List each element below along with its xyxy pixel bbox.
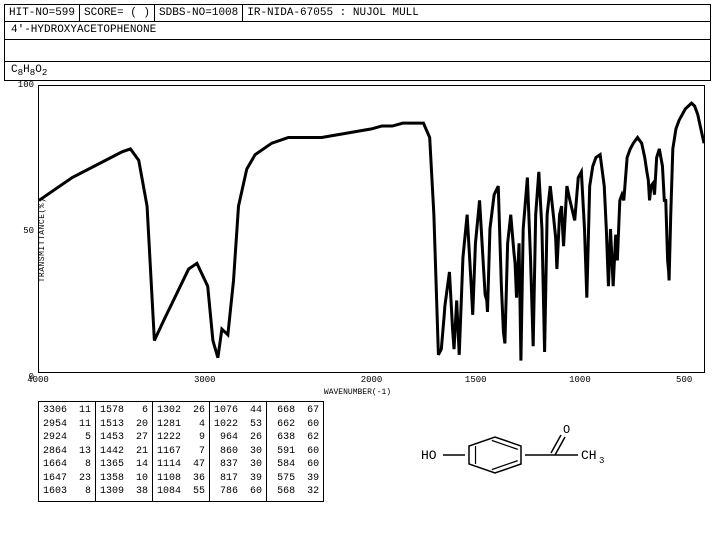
x-axis-label: WAVENUMBER(-1) bbox=[324, 388, 391, 397]
x-ticks: 40003000200015001000500 bbox=[38, 375, 705, 387]
peak-row: 786 60 bbox=[214, 485, 262, 499]
peak-row: 2954 11 bbox=[43, 418, 91, 432]
spectrum-chart: TRANSMITTANCE(%) 050100 4000300020001500… bbox=[4, 85, 711, 395]
peak-row: 1309 38 bbox=[100, 485, 148, 499]
x-tick: 500 bbox=[676, 375, 692, 385]
peak-row: 1281 4 bbox=[157, 418, 205, 432]
peak-row: 1603 8 bbox=[43, 485, 91, 499]
y-tick: 100 bbox=[18, 80, 34, 90]
peak-row: 662 60 bbox=[271, 418, 319, 432]
peak-row: 860 30 bbox=[214, 445, 262, 459]
svg-text:HO: HO bbox=[421, 448, 437, 463]
peak-row: 2924 5 bbox=[43, 431, 91, 445]
compound-name: 4'-HYDROXYACETOPHENONE bbox=[4, 22, 711, 40]
ir-id: IR-NIDA-67055 : NUJOL MULL bbox=[243, 5, 710, 21]
peak-row: 964 26 bbox=[214, 431, 262, 445]
bottom-panel: 3306 112954 112924 52864 131664 81647 23… bbox=[4, 401, 711, 502]
svg-text:CH: CH bbox=[581, 448, 597, 463]
y-tick: 50 bbox=[23, 226, 34, 236]
x-tick: 2000 bbox=[361, 375, 383, 385]
peak-column: 1076 441022 53 964 26 860 30 837 30 817 … bbox=[210, 402, 267, 501]
peak-table: 3306 112954 112924 52864 131664 81647 23… bbox=[38, 401, 324, 502]
plot-area bbox=[38, 85, 705, 373]
peak-row: 1022 53 bbox=[214, 418, 262, 432]
peak-row: 1302 26 bbox=[157, 404, 205, 418]
peak-row: 1513 20 bbox=[100, 418, 148, 432]
peak-row: 1114 47 bbox=[157, 458, 205, 472]
peak-row: 1453 27 bbox=[100, 431, 148, 445]
peak-row: 1167 7 bbox=[157, 445, 205, 459]
peak-row: 1076 44 bbox=[214, 404, 262, 418]
hit-no: HIT-NO=599 bbox=[5, 5, 80, 21]
peak-row: 1358 10 bbox=[100, 472, 148, 486]
x-tick: 1500 bbox=[465, 375, 487, 385]
peak-column: 1302 261281 41222 91167 71114 471108 361… bbox=[153, 402, 210, 501]
formula: C8H8O2 bbox=[4, 62, 711, 81]
sdbs-no: SDBS-NO=1008 bbox=[155, 5, 243, 21]
x-tick: 3000 bbox=[194, 375, 216, 385]
peak-column: 3306 112954 112924 52864 131664 81647 23… bbox=[39, 402, 96, 501]
peak-row: 668 67 bbox=[271, 404, 319, 418]
peak-row: 584 60 bbox=[271, 458, 319, 472]
peak-row: 2864 13 bbox=[43, 445, 91, 459]
spacer-box bbox=[4, 40, 711, 62]
y-ticks: 050100 bbox=[16, 85, 36, 377]
peak-row: 575 39 bbox=[271, 472, 319, 486]
peak-row: 1578 6 bbox=[100, 404, 148, 418]
structure-diagram: HO O CH3 bbox=[334, 401, 711, 501]
peak-row: 3306 11 bbox=[43, 404, 91, 418]
structure-svg: HO O CH3 bbox=[413, 411, 633, 501]
peak-row: 1647 23 bbox=[43, 472, 91, 486]
peak-row: 568 32 bbox=[271, 485, 319, 499]
x-tick: 4000 bbox=[27, 375, 49, 385]
header-bar: HIT-NO=599 SCORE= ( ) SDBS-NO=1008 IR-NI… bbox=[4, 4, 711, 22]
peak-row: 1084 55 bbox=[157, 485, 205, 499]
peak-column: 668 67 662 60 638 62 591 60 584 60 575 3… bbox=[267, 402, 323, 501]
svg-text:O: O bbox=[563, 423, 570, 437]
peak-row: 1222 9 bbox=[157, 431, 205, 445]
peak-row: 1108 36 bbox=[157, 472, 205, 486]
peak-row: 817 39 bbox=[214, 472, 262, 486]
svg-text:3: 3 bbox=[599, 456, 604, 466]
peak-row: 1664 8 bbox=[43, 458, 91, 472]
x-tick: 1000 bbox=[569, 375, 591, 385]
peak-row: 591 60 bbox=[271, 445, 319, 459]
peak-row: 837 30 bbox=[214, 458, 262, 472]
spectrum-line bbox=[39, 86, 704, 372]
peak-row: 638 62 bbox=[271, 431, 319, 445]
peak-row: 1365 14 bbox=[100, 458, 148, 472]
score: SCORE= ( ) bbox=[80, 5, 155, 21]
peak-row: 1442 21 bbox=[100, 445, 148, 459]
peak-column: 1578 61513 201453 271442 211365 141358 1… bbox=[96, 402, 153, 501]
